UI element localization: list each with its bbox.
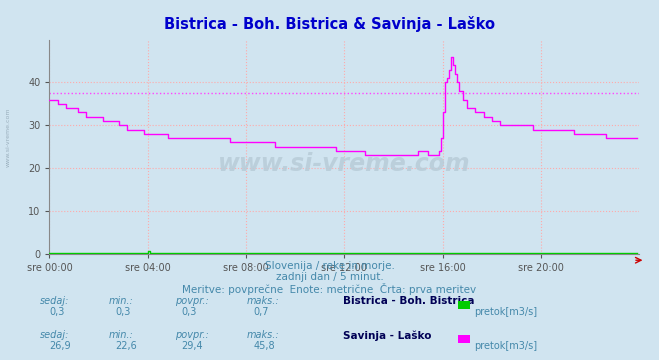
Text: 22,6: 22,6 <box>115 341 137 351</box>
Text: 0,3: 0,3 <box>49 307 65 317</box>
Text: 45,8: 45,8 <box>254 341 275 351</box>
Text: min.:: min.: <box>109 330 134 340</box>
Text: 26,9: 26,9 <box>49 341 71 351</box>
Text: sedaj:: sedaj: <box>40 330 69 340</box>
Text: 0,7: 0,7 <box>254 307 270 317</box>
Text: sedaj:: sedaj: <box>40 296 69 306</box>
Text: pretok[m3/s]: pretok[m3/s] <box>474 307 538 317</box>
Text: Savinja - Laško: Savinja - Laško <box>343 330 431 341</box>
Text: povpr.:: povpr.: <box>175 296 208 306</box>
Text: www.si-vreme.com: www.si-vreme.com <box>218 152 471 176</box>
Text: Slovenija / reke in morje.: Slovenija / reke in morje. <box>264 261 395 271</box>
Text: min.:: min.: <box>109 296 134 306</box>
Text: Bistrica - Boh. Bistrica & Savinja - Laško: Bistrica - Boh. Bistrica & Savinja - Laš… <box>164 16 495 32</box>
Text: maks.:: maks.: <box>247 330 280 340</box>
Text: zadnji dan / 5 minut.: zadnji dan / 5 minut. <box>275 272 384 282</box>
Text: Bistrica - Boh. Bistrica: Bistrica - Boh. Bistrica <box>343 296 474 306</box>
Text: www.si-vreme.com: www.si-vreme.com <box>5 107 11 167</box>
Text: Meritve: povprečne  Enote: metrične  Črta: prva meritev: Meritve: povprečne Enote: metrične Črta:… <box>183 283 476 294</box>
Text: 29,4: 29,4 <box>181 341 203 351</box>
Text: maks.:: maks.: <box>247 296 280 306</box>
Text: pretok[m3/s]: pretok[m3/s] <box>474 341 538 351</box>
Text: 0,3: 0,3 <box>115 307 130 317</box>
Text: 0,3: 0,3 <box>181 307 196 317</box>
Text: povpr.:: povpr.: <box>175 330 208 340</box>
